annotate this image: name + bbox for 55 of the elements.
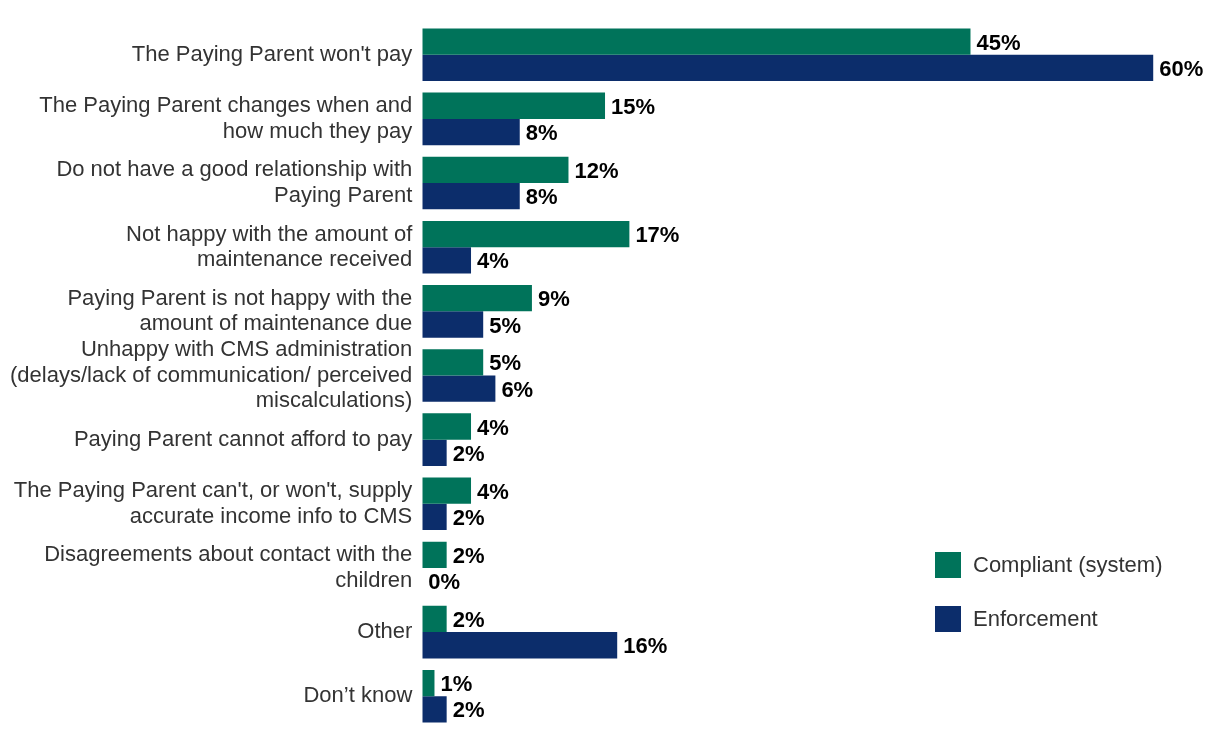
y-tick-label: Don’t know	[303, 682, 413, 708]
bar	[422, 247, 472, 274]
y-tick-label: Paying Parent cannot afford to pay	[73, 425, 413, 451]
data-label: 16%	[623, 633, 668, 659]
bar	[422, 311, 484, 338]
bar	[422, 349, 484, 376]
bar	[422, 183, 520, 210]
bar	[422, 503, 447, 531]
data-label: 5%	[489, 350, 521, 376]
data-label: 8%	[525, 120, 558, 146]
y-tick-label: Disagreements about contact with the children	[44, 541, 413, 592]
bar	[422, 541, 447, 568]
bar	[422, 156, 569, 184]
y-tick-label: Do not have a good relationship with Paying Parent	[56, 156, 413, 207]
data-label: 2%	[452, 505, 485, 531]
y-tick-label: Other	[357, 618, 413, 644]
data-label: 12%	[574, 157, 619, 183]
data-label: 45%	[976, 29, 1021, 55]
data-label: 4%	[477, 478, 509, 504]
bar	[422, 28, 971, 55]
bar	[422, 439, 447, 466]
bar	[422, 413, 472, 440]
data-label: 8%	[525, 184, 558, 210]
data-label: 1%	[440, 671, 473, 697]
bar	[422, 696, 447, 723]
y-tick-label: Paying Parent is not happy with the amount of maintenance due	[67, 284, 413, 336]
y-tick-label: The Paying Parent can't, or won't, supply accurate income info to CMS	[13, 477, 413, 528]
legend-label: Compliant (system)	[973, 552, 1163, 578]
y-tick-label: Not happy with the amount of maintenance received	[126, 220, 414, 271]
data-label: 2%	[452, 440, 485, 466]
data-label: 6%	[501, 376, 534, 402]
bar	[422, 632, 618, 659]
data-label: 4%	[477, 414, 509, 440]
bar	[422, 220, 630, 248]
data-label: 2%	[452, 697, 485, 723]
bar	[422, 605, 447, 633]
legend-label: Enforcement	[973, 606, 1098, 632]
data-label: 15%	[611, 93, 656, 119]
y-tick-label: The Paying Parent changes when and how much they pay	[39, 92, 413, 143]
data-label: 0%	[428, 569, 461, 595]
data-label: 17%	[635, 222, 680, 248]
y-tick-label: Unhappy with CMS administration (delays/lack of communication/ perceived miscalculations)	[10, 336, 413, 412]
bar	[422, 477, 472, 504]
bar	[422, 285, 532, 312]
data-label: 2%	[452, 542, 485, 568]
bar	[422, 375, 496, 402]
data-label: 60%	[1159, 55, 1204, 81]
bar	[422, 92, 606, 119]
data-label: 2%	[452, 607, 485, 633]
data-label: 4%	[477, 248, 509, 274]
y-tick-label: The Paying Parent won't pay	[131, 40, 413, 66]
bar	[422, 54, 1154, 82]
bar	[422, 118, 520, 146]
data-label: 9%	[537, 286, 570, 312]
data-label: 5%	[489, 312, 521, 338]
